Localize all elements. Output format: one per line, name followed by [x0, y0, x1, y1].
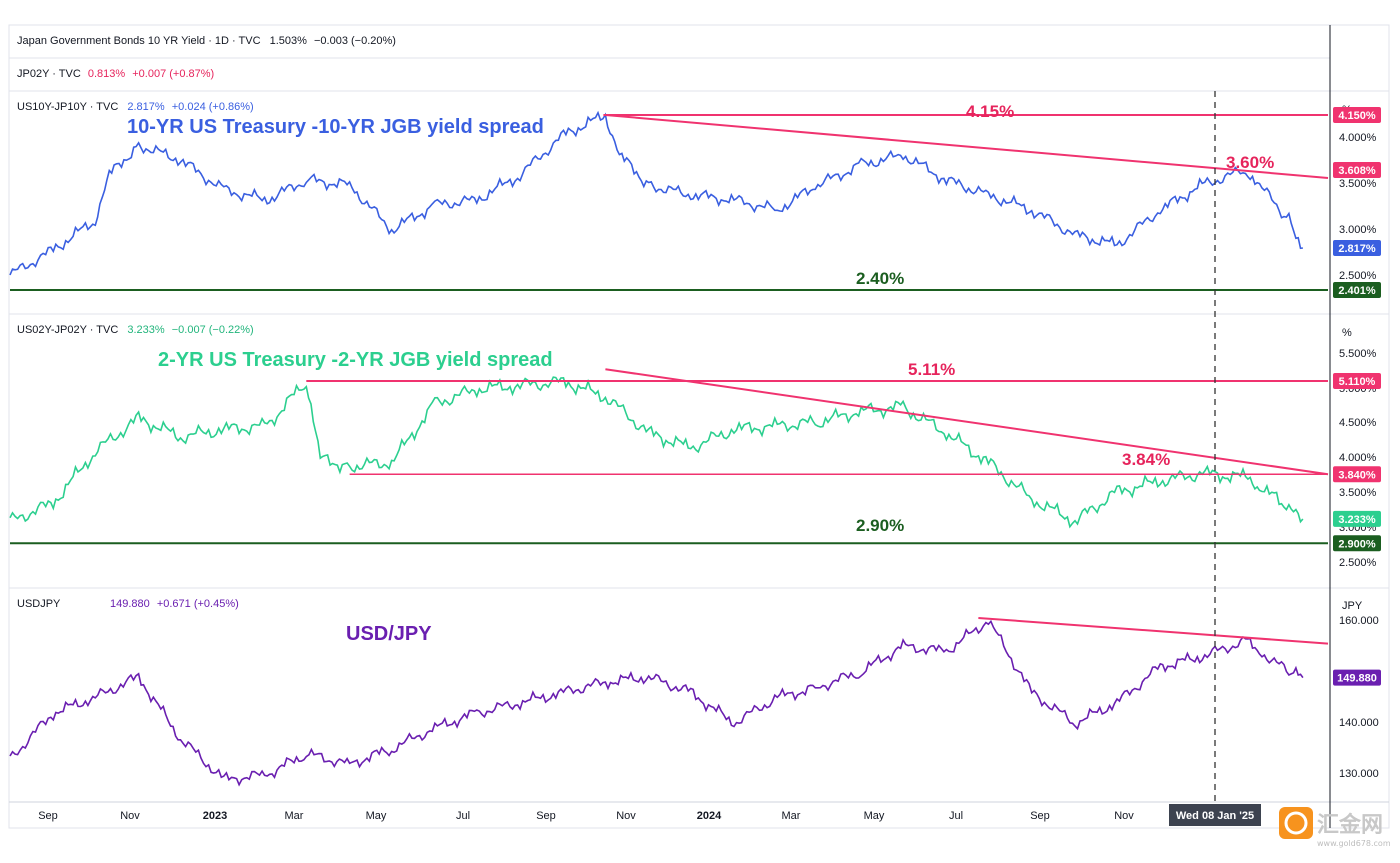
series-line-us10-jp10	[9, 110, 1303, 276]
series-line-usdjpy	[9, 619, 1304, 787]
price-tick: 3.500%	[1339, 487, 1377, 499]
legend-us10-jp10[interactable]: US10Y-JP10Y · TVC 2.817% +0.024 (+0.86%)	[17, 101, 254, 113]
price-tag-2900-bg	[1333, 535, 1381, 552]
watermark-text: 汇金网	[1317, 812, 1383, 838]
x-tick-label: Nov	[1114, 810, 1134, 822]
trendline-us2-jp2[interactable]	[605, 368, 1329, 476]
price-tick: 3.500%	[1339, 178, 1377, 190]
price-tag-4150: 4.150%	[1338, 110, 1376, 122]
x-tick-label: Jul	[456, 810, 470, 822]
legend-jgb10[interactable]: Japan Government Bonds 10 YR Yield · 1D …	[17, 35, 396, 47]
legend-us2-jp2[interactable]: US02Y-JP02Y · TVC 3.233% −0.007 (−0.22%)	[17, 324, 254, 336]
price-tick: 4.000%	[1339, 452, 1377, 464]
price-tick: 130.000	[1339, 768, 1379, 780]
x-tick-label: Mar	[285, 810, 304, 822]
chart-frame	[8, 24, 1390, 829]
annotation-us10-spread: 10-YR US Treasury -10-YR JGB yield sprea…	[127, 116, 544, 138]
annotation-us2-spread: 2-YR US Treasury -2-YR JGB yield spread	[158, 349, 553, 371]
price-tag-2817-bg	[1333, 240, 1381, 256]
x-tick-label: May	[366, 810, 387, 822]
price-tick: 5.500%	[1339, 348, 1377, 360]
x-tick-label: Nov	[120, 810, 140, 822]
level-label-2-90: 2.90%	[856, 516, 904, 535]
price-tag-5110-bg	[1333, 372, 1381, 389]
x-tick-label: Jul	[949, 810, 963, 822]
legend-jp02y[interactable]: JP02Y · TVC 0.813% +0.007 (+0.87%)	[17, 68, 214, 80]
series-line-us2-jp2	[9, 376, 1304, 529]
price-tag-4150-bg	[1333, 107, 1381, 123]
price-tick: 4.000%	[1339, 132, 1377, 144]
price-tag-3608: 3.608%	[1338, 165, 1376, 177]
price-tag-3840-bg	[1333, 466, 1381, 483]
x-tick-label: Nov	[616, 810, 636, 822]
watermark-logo-icon	[1279, 807, 1313, 839]
price-tick: 4.500%	[1339, 417, 1377, 429]
legend-usdjpy[interactable]: USDJPY 149.880 +0.671 (+0.45%)	[17, 598, 239, 610]
price-tick: 2.500%	[1339, 270, 1377, 282]
watermark: 汇金网 www.gold678.com	[1279, 807, 1391, 848]
trendline-us10-jp10[interactable]	[605, 114, 1329, 179]
price-tag-5110: 5.110%	[1339, 376, 1376, 388]
price-tick: 2.500%	[1339, 557, 1377, 569]
price-tag-3608-bg	[1333, 162, 1381, 178]
crosshair-date-box	[1169, 804, 1261, 826]
x-tick-label: Sep	[536, 810, 556, 822]
level-label-4-15: 4.15%	[966, 102, 1014, 121]
watermark-sub: www.gold678.com	[1317, 839, 1391, 848]
trendline-usdjpy[interactable]	[978, 616, 1329, 645]
price-tick: 160.000	[1339, 615, 1379, 627]
price-tick: 3.000%	[1339, 224, 1377, 236]
price-tag-2401: 2.401%	[1338, 285, 1376, 297]
crosshair-date-label: Wed 08 Jan '25	[1176, 810, 1254, 822]
x-tick-label: Sep	[1030, 810, 1050, 822]
unit-label-pane2: %	[1342, 327, 1352, 339]
price-tag-2900: 2.900%	[1338, 538, 1376, 550]
level-label-5-11: 5.11%	[908, 360, 955, 379]
price-tag-usdjpy: 149.880	[1337, 673, 1377, 685]
x-tick-label: Sep	[38, 810, 58, 822]
price-tag-2401-bg	[1333, 282, 1381, 298]
level-label-3-84: 3.84%	[1122, 450, 1170, 469]
unit-label-pane3: JPY	[1342, 600, 1363, 612]
price-tick: 140.000	[1339, 717, 1379, 729]
price-tag-usdjpy-bg	[1333, 669, 1381, 686]
price-tag-3233-bg	[1333, 510, 1381, 527]
price-tag-2817: 2.817%	[1338, 243, 1376, 255]
price-tag-3233: 3.233%	[1338, 514, 1376, 526]
x-tick-label: May	[864, 810, 885, 822]
annotation-usdjpy: USD/JPY	[346, 623, 432, 645]
level-label-3-60: 3.60%	[1226, 153, 1274, 172]
x-tick-label: Mar	[782, 810, 801, 822]
x-tick-label: 2023	[203, 810, 227, 822]
price-tag-3840: 3.840%	[1338, 469, 1376, 481]
level-label-2-40: 2.40%	[856, 269, 904, 288]
watermark-logo-ring	[1284, 811, 1308, 835]
x-tick-label: 2024	[697, 810, 722, 822]
